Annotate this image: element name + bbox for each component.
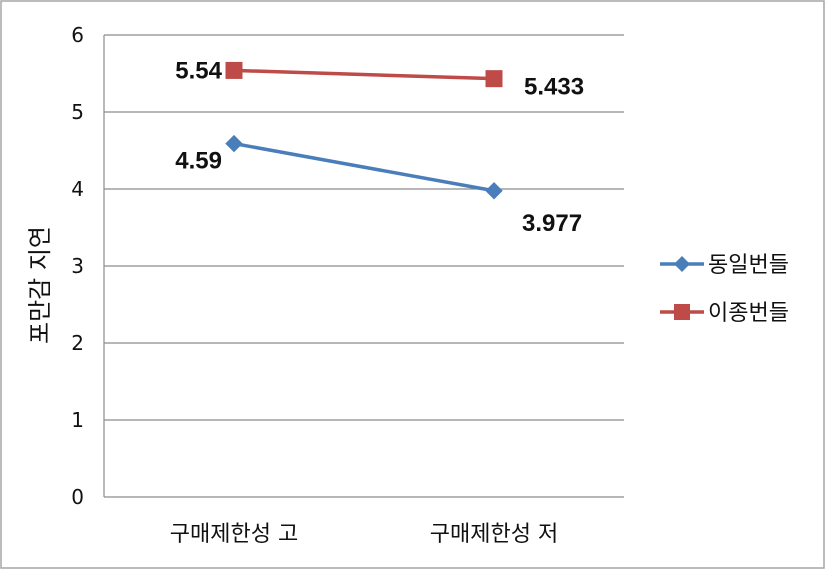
data-point-square [225, 61, 243, 79]
legend-label: 동일번들 [708, 253, 789, 278]
data-point-square [485, 70, 503, 88]
data-label: 5.54 [175, 57, 222, 84]
y-tick-label: 0 [71, 485, 84, 509]
x-category-label: 구매제한성 저 [430, 522, 558, 547]
data-point-diamond [485, 182, 503, 200]
data-label: 3.977 [522, 210, 582, 237]
x-category-label: 구매제한성 고 [170, 522, 298, 547]
y-tick-label: 2 [71, 331, 84, 355]
data-label: 5.433 [524, 74, 584, 101]
y-tick-label: 3 [71, 254, 84, 278]
data-label: 4.59 [175, 148, 222, 175]
legend-label: 이종번들 [708, 301, 789, 326]
series-layer [225, 61, 503, 200]
y-tick-label: 4 [71, 177, 84, 201]
y-tick-label: 5 [71, 100, 84, 124]
data-labels: 4.59 3.977 5.54 5.433 [175, 57, 584, 236]
series-line [233, 68, 495, 81]
y-tick-label: 1 [71, 408, 84, 432]
series-line [233, 141, 495, 193]
legend-marker-square [674, 304, 690, 320]
y-axis-title: 포만감 지연 [26, 226, 54, 344]
y-tick-label: 6 [71, 23, 84, 47]
legend-marker-diamond [674, 256, 690, 272]
x-axis-categories: 구매제한성 고 구매제한성 저 [170, 522, 558, 547]
y-axis-ticks: 0 1 2 3 4 5 6 [71, 23, 84, 509]
gridlines [103, 34, 624, 498]
data-point-diamond [225, 134, 243, 153]
